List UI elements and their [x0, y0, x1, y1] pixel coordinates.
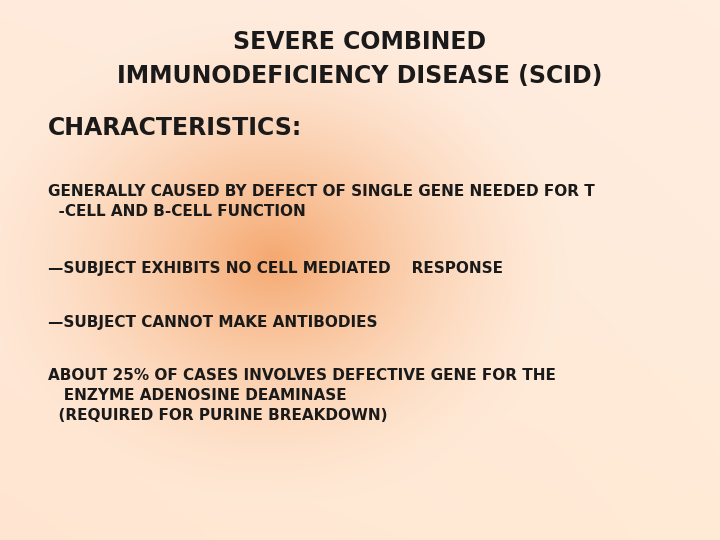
Text: IMMUNODEFICIENCY DISEASE (SCID): IMMUNODEFICIENCY DISEASE (SCID) [117, 64, 603, 88]
Text: —SUBJECT EXHIBITS NO CELL MEDIATED    RESPONSE: —SUBJECT EXHIBITS NO CELL MEDIATED RESPO… [48, 260, 503, 275]
Text: ABOUT 25% OF CASES INVOLVES DEFECTIVE GENE FOR THE: ABOUT 25% OF CASES INVOLVES DEFECTIVE GE… [48, 368, 556, 383]
Text: -CELL AND B-CELL FUNCTION: -CELL AND B-CELL FUNCTION [48, 205, 306, 219]
Text: GENERALLY CAUSED BY DEFECT OF SINGLE GENE NEEDED FOR T: GENERALLY CAUSED BY DEFECT OF SINGLE GEN… [48, 185, 595, 199]
Text: SEVERE COMBINED: SEVERE COMBINED [233, 30, 487, 54]
Text: (REQUIRED FOR PURINE BREAKDOWN): (REQUIRED FOR PURINE BREAKDOWN) [48, 408, 387, 423]
Text: —SUBJECT CANNOT MAKE ANTIBODIES: —SUBJECT CANNOT MAKE ANTIBODIES [48, 314, 377, 329]
Text: ENZYME ADENOSINE DEAMINASE: ENZYME ADENOSINE DEAMINASE [48, 388, 346, 403]
Text: CHARACTERISTICS:: CHARACTERISTICS: [48, 116, 302, 140]
